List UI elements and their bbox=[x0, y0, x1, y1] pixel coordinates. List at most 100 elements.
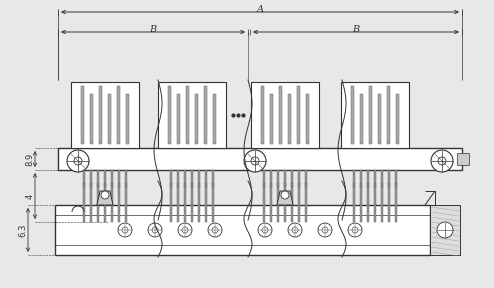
Bar bbox=[90, 94, 93, 144]
Bar bbox=[81, 86, 84, 144]
Text: 4: 4 bbox=[26, 193, 35, 199]
Bar bbox=[395, 170, 397, 222]
Circle shape bbox=[251, 157, 259, 165]
Bar bbox=[212, 170, 214, 222]
Bar bbox=[90, 183, 92, 187]
Bar bbox=[284, 183, 286, 187]
Circle shape bbox=[322, 227, 328, 233]
Bar bbox=[374, 183, 376, 187]
Bar bbox=[367, 183, 369, 187]
Bar bbox=[270, 183, 272, 187]
Bar bbox=[284, 170, 286, 222]
Bar bbox=[198, 170, 200, 222]
Bar bbox=[117, 86, 120, 144]
Text: A: A bbox=[256, 5, 263, 14]
Circle shape bbox=[74, 157, 82, 165]
Bar bbox=[387, 86, 390, 144]
Bar bbox=[177, 94, 180, 144]
Bar bbox=[277, 183, 279, 187]
Bar bbox=[118, 170, 120, 222]
Circle shape bbox=[208, 223, 222, 237]
Bar bbox=[205, 170, 207, 222]
Bar bbox=[261, 86, 264, 144]
Bar bbox=[360, 170, 362, 222]
Circle shape bbox=[182, 227, 188, 233]
Circle shape bbox=[118, 223, 132, 237]
Bar bbox=[184, 170, 186, 222]
Bar bbox=[388, 170, 390, 222]
Bar bbox=[177, 183, 179, 187]
Bar bbox=[395, 183, 397, 187]
Bar bbox=[111, 183, 113, 187]
Bar bbox=[97, 170, 99, 222]
Bar bbox=[251, 82, 319, 148]
Text: B: B bbox=[352, 24, 360, 33]
Bar bbox=[353, 183, 355, 187]
Circle shape bbox=[178, 223, 192, 237]
Text: B: B bbox=[150, 24, 157, 33]
Bar bbox=[205, 183, 207, 187]
Bar bbox=[457, 153, 469, 165]
Bar bbox=[108, 94, 111, 144]
Bar bbox=[360, 94, 363, 144]
Bar bbox=[204, 86, 207, 144]
Polygon shape bbox=[277, 191, 293, 205]
Bar bbox=[270, 94, 273, 144]
Text: 6.3: 6.3 bbox=[18, 223, 28, 237]
Bar bbox=[305, 170, 307, 222]
Bar bbox=[306, 94, 309, 144]
Bar bbox=[351, 86, 354, 144]
Bar bbox=[186, 86, 189, 144]
Bar bbox=[125, 183, 127, 187]
Bar bbox=[125, 170, 127, 222]
Circle shape bbox=[438, 157, 446, 165]
Bar bbox=[195, 94, 198, 144]
Bar bbox=[213, 94, 216, 144]
Bar bbox=[297, 86, 300, 144]
Bar bbox=[430, 205, 460, 255]
Bar bbox=[170, 183, 172, 187]
Polygon shape bbox=[97, 191, 113, 205]
Circle shape bbox=[437, 222, 453, 238]
Circle shape bbox=[101, 191, 109, 199]
Bar bbox=[353, 170, 355, 222]
Bar bbox=[298, 170, 300, 222]
Bar bbox=[90, 170, 92, 222]
Bar bbox=[111, 170, 113, 222]
Bar bbox=[298, 183, 300, 187]
Bar bbox=[396, 94, 399, 144]
Bar bbox=[83, 170, 85, 222]
Circle shape bbox=[122, 227, 128, 233]
Circle shape bbox=[262, 227, 268, 233]
Circle shape bbox=[431, 150, 453, 172]
Bar bbox=[381, 170, 383, 222]
Bar bbox=[170, 170, 172, 222]
Bar bbox=[263, 183, 265, 187]
Circle shape bbox=[288, 223, 302, 237]
Bar bbox=[305, 183, 307, 187]
Bar bbox=[104, 170, 106, 222]
Bar bbox=[367, 170, 369, 222]
Bar bbox=[212, 183, 214, 187]
Circle shape bbox=[292, 227, 298, 233]
Circle shape bbox=[258, 223, 272, 237]
Circle shape bbox=[148, 223, 162, 237]
Bar bbox=[277, 170, 279, 222]
Bar bbox=[369, 86, 372, 144]
Bar bbox=[104, 183, 106, 187]
Circle shape bbox=[348, 223, 362, 237]
Bar bbox=[58, 148, 462, 170]
Bar bbox=[99, 86, 102, 144]
Bar bbox=[126, 94, 129, 144]
Bar bbox=[177, 170, 179, 222]
Bar bbox=[288, 94, 291, 144]
Bar bbox=[263, 170, 265, 222]
Bar bbox=[158, 82, 226, 148]
Text: 8.9: 8.9 bbox=[26, 152, 35, 166]
Bar bbox=[97, 183, 99, 187]
Circle shape bbox=[67, 150, 89, 172]
Bar bbox=[184, 183, 186, 187]
Bar bbox=[378, 94, 381, 144]
Circle shape bbox=[318, 223, 332, 237]
Bar bbox=[291, 183, 293, 187]
